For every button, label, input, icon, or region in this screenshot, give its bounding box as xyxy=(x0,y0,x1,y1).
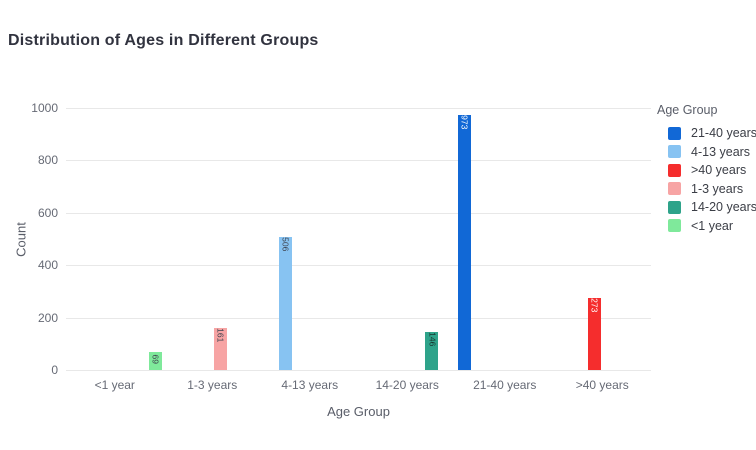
y-axis-title: Count xyxy=(13,222,29,257)
legend-label: 21-40 years xyxy=(691,126,756,141)
bar--1-year[interactable]: 69 xyxy=(148,351,162,370)
legend-label: 4-13 years xyxy=(691,144,751,159)
y-tick-label: 1000 xyxy=(31,101,58,115)
legend-swatch-icon xyxy=(668,219,681,233)
y-tick-label: 600 xyxy=(37,205,58,220)
legend-swatch-icon xyxy=(668,145,681,159)
x-axis-title: Age Group xyxy=(327,404,390,419)
legend: Age Group 21-40 years 4-13 years >40 years… xyxy=(655,103,756,235)
legend-item-4-13-years[interactable]: 4-13 years xyxy=(655,143,756,162)
gridline xyxy=(66,317,651,319)
chart-title: Distribution of Ages in Different Groups xyxy=(8,32,319,49)
bar--40-years[interactable]: 273 xyxy=(587,298,601,370)
y-tick-label: 0 xyxy=(51,363,58,377)
bar-value-label: 69 xyxy=(150,354,161,364)
legend-swatch-icon xyxy=(668,200,681,214)
gridline xyxy=(66,108,651,109)
legend-item-14-20-years[interactable]: 14-20 years xyxy=(655,198,756,217)
x-tick-label: 14-20 years xyxy=(375,378,439,392)
bar-21-40-years[interactable]: 973 xyxy=(457,115,471,370)
y-tick-label: 200 xyxy=(37,310,58,325)
x-tick-label: >40 years xyxy=(575,378,629,392)
legend-title: Age Group xyxy=(657,103,718,117)
bar-4-13-years[interactable]: 506 xyxy=(278,237,292,370)
bar-1-3-years[interactable]: 161 xyxy=(213,327,227,370)
x-tick-label: 4-13 years xyxy=(281,378,339,392)
legend-label: 1-3 years xyxy=(691,181,744,196)
legend-items: 21-40 years 4-13 years >40 years 1-3 years 1… xyxy=(655,124,756,235)
gridline xyxy=(66,160,651,162)
gridline xyxy=(66,212,651,214)
bar-value-label: 161 xyxy=(215,327,226,343)
bar-value-label: 273 xyxy=(589,298,600,313)
legend-label: >40 years xyxy=(691,163,747,178)
legend-swatch-icon xyxy=(668,126,681,140)
bar-value-label: 146 xyxy=(426,331,437,347)
bar-value-label: 506 xyxy=(280,237,291,252)
plot-area: 973 506 273 161 146 69 xyxy=(66,108,651,371)
gridline xyxy=(66,265,651,267)
bar-14-20-years[interactable]: 146 xyxy=(425,331,439,370)
legend-label: <1 year xyxy=(691,218,734,233)
y-tick-label: 400 xyxy=(37,258,58,273)
legend-item-1-3-years[interactable]: 1-3 years xyxy=(655,180,756,199)
x-tick-label: <1 year xyxy=(94,378,135,392)
legend-item--40-years[interactable]: >40 years xyxy=(655,161,756,180)
x-tick-label: 21-40 years xyxy=(473,378,537,392)
x-tick-label: 1-3 years xyxy=(187,378,238,392)
gridline xyxy=(66,370,651,371)
legend-swatch-icon xyxy=(668,163,681,177)
legend-item--1-year[interactable]: <1 year xyxy=(655,217,756,236)
legend-label: 14-20 years xyxy=(691,200,756,215)
legend-swatch-icon xyxy=(668,182,681,196)
bar-value-label: 973 xyxy=(459,115,470,130)
legend-item-21-40-years[interactable]: 21-40 years xyxy=(655,124,756,143)
y-tick-label: 800 xyxy=(37,153,58,168)
